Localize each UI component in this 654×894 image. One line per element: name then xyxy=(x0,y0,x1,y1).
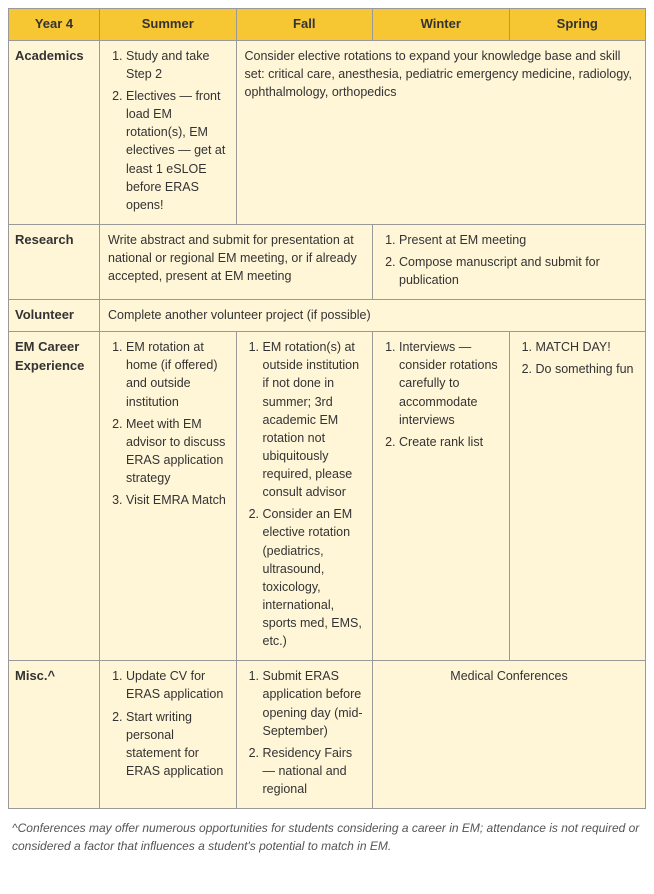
academics-summer: Study and take Step 2 Electives — front … xyxy=(100,40,237,224)
misc-ws-text: Medical Conferences xyxy=(450,669,567,683)
rowlabel-volunteer: Volunteer xyxy=(9,300,100,332)
list-item: Submit ERAS application before opening d… xyxy=(263,667,365,740)
emcareer-fall: EM rotation(s) at outside institution if… xyxy=(236,332,373,661)
rowlabel-emcareer: EM Career Experience xyxy=(9,332,100,661)
list-item: Consider an EM elective rotation (pediat… xyxy=(263,505,365,650)
header-fall: Fall xyxy=(236,9,373,41)
header-spring: Spring xyxy=(509,9,646,41)
rowlabel-research: Research xyxy=(9,224,100,299)
row-emcareer: EM Career Experience EM rotation at home… xyxy=(9,332,646,661)
list-item: Update CV for ERAS application xyxy=(126,667,228,703)
emcareer-summer-list: EM rotation at home (if offered) and out… xyxy=(108,338,228,509)
row-misc: Misc.^ Update CV for ERAS application St… xyxy=(9,661,646,809)
list-item: Do something fun xyxy=(536,360,638,378)
academics-fws: Consider elective rotations to expand yo… xyxy=(236,40,646,224)
list-item: Create rank list xyxy=(399,433,501,451)
misc-fall: Submit ERAS application before opening d… xyxy=(236,661,373,809)
header-year: Year 4 xyxy=(9,9,100,41)
misc-ws: Medical Conferences xyxy=(373,661,646,809)
row-research: Research Write abstract and submit for p… xyxy=(9,224,646,299)
header-winter: Winter xyxy=(373,9,510,41)
list-item: Meet with EM advisor to discuss ERAS app… xyxy=(126,415,228,488)
list-item: Present at EM meeting xyxy=(399,231,637,249)
row-academics: Academics Study and take Step 2 Elective… xyxy=(9,40,646,224)
rowlabel-misc: Misc.^ xyxy=(9,661,100,809)
list-item: Study and take Step 2 xyxy=(126,47,228,83)
misc-summer-list: Update CV for ERAS application Start wri… xyxy=(108,667,228,780)
research-sf-text: Write abstract and submit for presentati… xyxy=(108,233,357,283)
research-ws: Present at EM meeting Compose manuscript… xyxy=(373,224,646,299)
list-item: MATCH DAY! xyxy=(536,338,638,356)
list-item: EM rotation(s) at outside institution if… xyxy=(263,338,365,501)
research-sf: Write abstract and submit for presentati… xyxy=(100,224,373,299)
footnote: ^Conferences may offer numerous opportun… xyxy=(8,819,646,855)
list-item: Start writing personal statement for ERA… xyxy=(126,708,228,781)
volunteer-all-text: Complete another volunteer project (if p… xyxy=(108,308,371,322)
emcareer-winter-list: Interviews — consider rotations carefull… xyxy=(381,338,501,451)
list-item: Interviews — consider rotations carefull… xyxy=(399,338,501,429)
misc-fall-list: Submit ERAS application before opening d… xyxy=(245,667,365,798)
emcareer-spring: MATCH DAY! Do something fun xyxy=(509,332,646,661)
list-item: Compose manuscript and submit for public… xyxy=(399,253,637,289)
list-item: Residency Fairs — national and regional xyxy=(263,744,365,798)
list-item: Visit EMRA Match xyxy=(126,491,228,509)
misc-summer: Update CV for ERAS application Start wri… xyxy=(100,661,237,809)
academics-fws-text: Consider elective rotations to expand yo… xyxy=(245,49,632,99)
emcareer-fall-list: EM rotation(s) at outside institution if… xyxy=(245,338,365,650)
rowlabel-academics: Academics xyxy=(9,40,100,224)
emcareer-winter: Interviews — consider rotations carefull… xyxy=(373,332,510,661)
academics-summer-list: Study and take Step 2 Electives — front … xyxy=(108,47,228,214)
header-row: Year 4 Summer Fall Winter Spring xyxy=(9,9,646,41)
year4-table: Year 4 Summer Fall Winter Spring Academi… xyxy=(8,8,646,809)
emcareer-spring-list: MATCH DAY! Do something fun xyxy=(518,338,638,378)
header-summer: Summer xyxy=(100,9,237,41)
list-item: EM rotation at home (if offered) and out… xyxy=(126,338,228,411)
research-ws-list: Present at EM meeting Compose manuscript… xyxy=(381,231,637,289)
volunteer-all: Complete another volunteer project (if p… xyxy=(100,300,646,332)
list-item: Electives — front load EM rotation(s), E… xyxy=(126,87,228,214)
row-volunteer: Volunteer Complete another volunteer pro… xyxy=(9,300,646,332)
emcareer-summer: EM rotation at home (if offered) and out… xyxy=(100,332,237,661)
